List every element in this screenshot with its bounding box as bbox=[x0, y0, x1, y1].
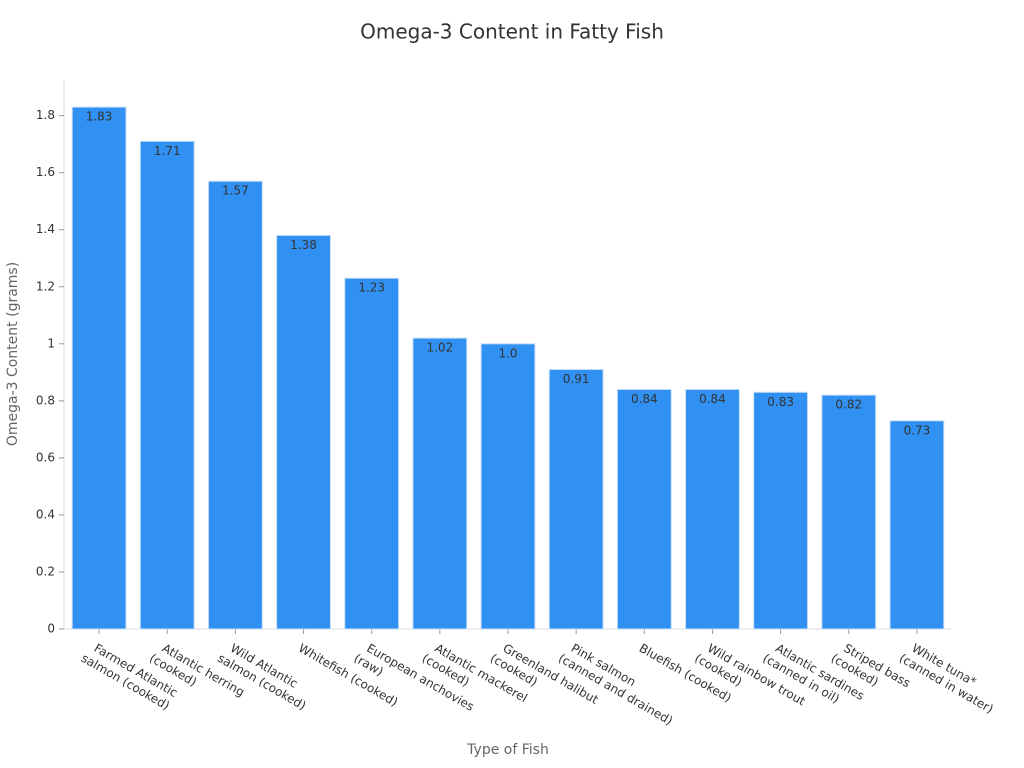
y-tick-label: 0 bbox=[47, 622, 55, 636]
bar bbox=[753, 391, 809, 630]
value-label: 1.02 bbox=[426, 341, 453, 355]
y-tick-label: 1.4 bbox=[36, 222, 55, 236]
y-tick-label: 1 bbox=[47, 336, 55, 350]
bar bbox=[548, 368, 604, 630]
bar bbox=[821, 394, 877, 630]
y-axis-label: Omega-3 Content (grams) bbox=[5, 262, 21, 446]
x-tick-label: Striped bass (cooked) bbox=[829, 638, 917, 705]
value-label: 1.83 bbox=[86, 110, 113, 124]
bar bbox=[139, 140, 195, 630]
bar bbox=[276, 234, 331, 630]
y-tick-label: 1.6 bbox=[36, 165, 55, 179]
y-tick-label: 0.2 bbox=[36, 564, 55, 578]
bar bbox=[616, 388, 672, 630]
bar bbox=[71, 106, 127, 630]
value-label: 0.84 bbox=[631, 392, 658, 406]
value-label: 1.57 bbox=[222, 184, 249, 198]
bar bbox=[412, 337, 468, 630]
bar bbox=[344, 277, 400, 630]
bar bbox=[207, 180, 263, 630]
y-tick-label: 0.4 bbox=[36, 507, 55, 521]
bar bbox=[889, 420, 945, 630]
value-label: 0.91 bbox=[563, 372, 590, 386]
y-tick-label: 0.8 bbox=[36, 393, 55, 407]
value-label: 1.0 bbox=[498, 346, 517, 360]
value-label: 0.84 bbox=[699, 392, 726, 406]
y-tick-label: 1.8 bbox=[36, 108, 55, 122]
x-axis-label: Type of Fish bbox=[466, 742, 549, 758]
value-label: 1.23 bbox=[358, 281, 385, 295]
value-label: 0.82 bbox=[835, 398, 862, 412]
bar bbox=[480, 343, 536, 630]
value-label: 1.38 bbox=[290, 238, 317, 252]
y-tick-label: 0.6 bbox=[36, 450, 55, 464]
y-tick-label: 1.2 bbox=[36, 279, 55, 293]
value-label: 1.71 bbox=[154, 144, 181, 158]
value-label: 0.73 bbox=[904, 423, 931, 437]
chart-title: Omega-3 Content in Fatty Fish bbox=[360, 20, 664, 44]
bar bbox=[685, 388, 740, 630]
value-label: 0.83 bbox=[767, 395, 794, 409]
